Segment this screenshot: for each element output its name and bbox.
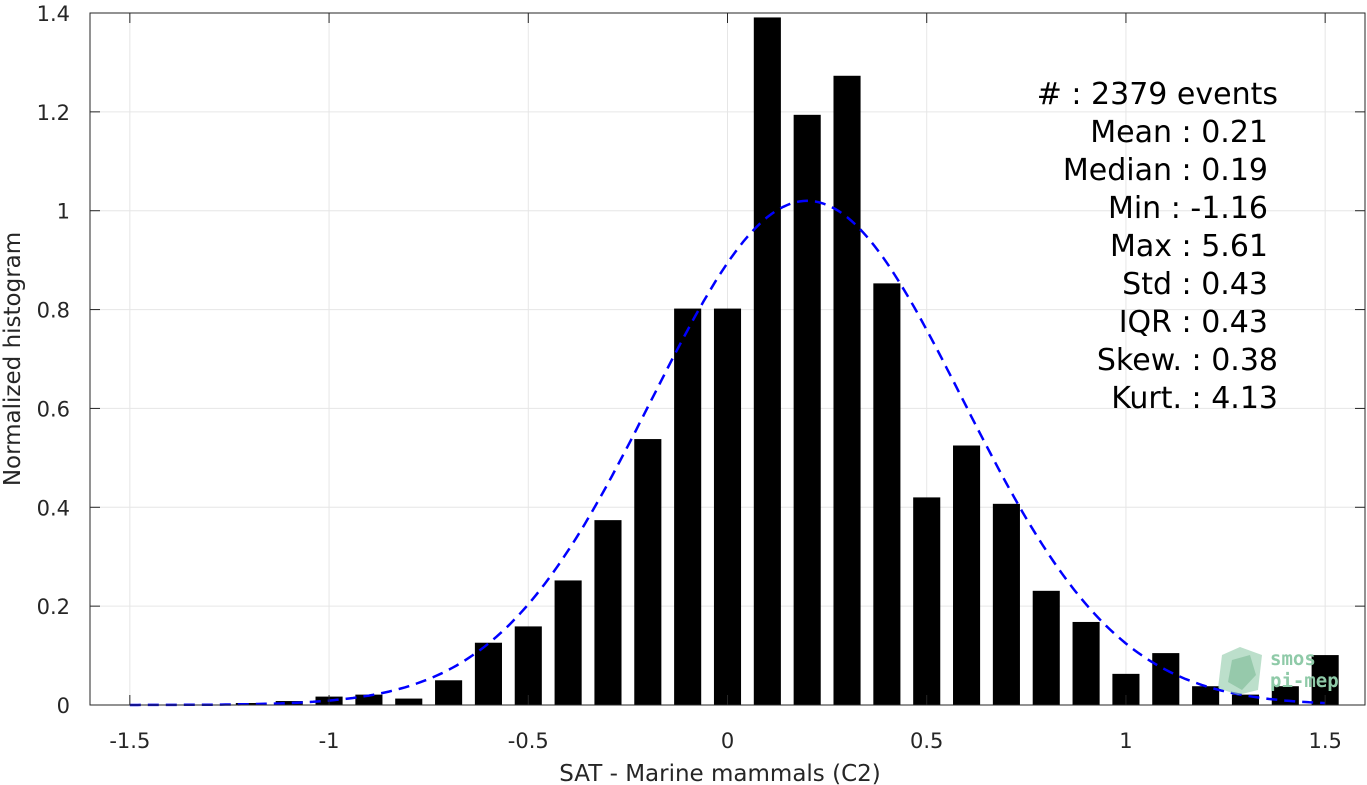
y-tick-label: 0.2 [37,595,70,619]
x-tick-label: 1.5 [1308,729,1341,753]
x-tick-label: 0 [721,729,734,753]
x-axis-ticks: -1.5 -1 -0.5 0 0.5 1 1.5 [109,13,1342,753]
histogram-bar [992,503,1020,705]
histogram-bars [235,17,1339,706]
y-axis-ticks: 0 0.2 0.4 0.6 0.8 1 1.2 1.4 [37,2,1365,718]
y-tick-label: 0 [57,694,70,718]
histogram-bar [873,283,901,705]
stat-line: Std : 0.43 [1122,267,1268,302]
histogram-bar [953,445,981,705]
y-tick-label: 0.8 [37,299,70,323]
x-axis-label: SAT - Marine mammals (C2) [559,761,881,785]
stat-line: # : 2379 events [1037,77,1278,112]
y-tick-label: 1.2 [37,101,70,125]
histogram-bar [634,439,662,705]
histogram-bar [474,642,502,705]
histogram-bar [275,701,303,705]
histogram-bar [674,308,702,705]
logo-mark-inner [1228,655,1256,690]
histogram-bar [1032,590,1060,705]
histogram-bar [913,497,941,705]
y-tick-label: 1.4 [37,2,70,26]
y-tick-label: 1 [57,200,70,224]
x-tick-label: 0.5 [910,729,943,753]
histogram-bar [713,308,742,705]
stat-line: IQR : 0.43 [1119,305,1268,340]
stat-line: Max : 5.61 [1110,229,1268,264]
stat-line: Kurt. : 4.13 [1111,381,1278,416]
histogram-bar [1072,621,1100,705]
histogram-bar [753,17,781,706]
histogram-bar [594,520,622,705]
histogram-bar [554,580,582,705]
histogram-bar [235,703,263,705]
x-tick-label: 1 [1119,729,1132,753]
histogram-bar [1192,686,1220,705]
stat-line: Skew. : 0.38 [1097,343,1278,378]
y-tick-label: 0.6 [37,397,70,421]
histogram-bar [833,75,861,705]
histogram-bar [395,698,423,705]
y-axis-label: Normalized histogram [0,232,26,486]
x-tick-label: -1 [319,729,340,753]
stat-line: Min : -1.16 [1108,191,1268,226]
grid-lines [90,12,1365,706]
histogram-bar [514,626,542,705]
histogram-bar [1152,653,1180,705]
histogram-bar [435,680,463,705]
histogram-bar [1231,694,1260,705]
y-tick-label: 0.4 [37,496,70,520]
stat-line: Mean : 0.21 [1090,115,1268,150]
logo-text-line1: smos [1270,648,1316,670]
stat-line: Median : 0.19 [1063,153,1268,188]
x-tick-label: -1.5 [109,729,150,753]
logo-text-line2: pi-mep [1270,670,1339,692]
histogram-bar [355,694,383,705]
x-tick-label: -0.5 [508,729,549,753]
histogram-bar [793,114,821,705]
